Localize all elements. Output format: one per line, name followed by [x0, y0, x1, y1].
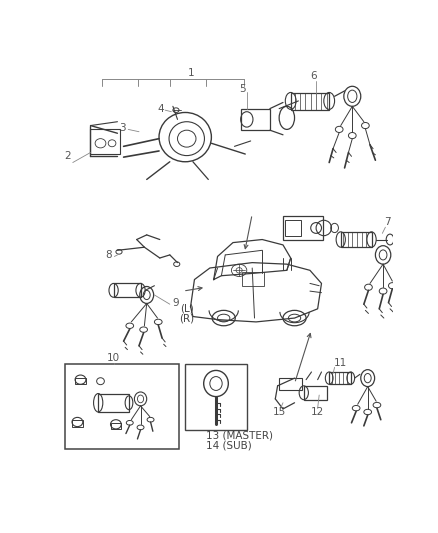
Text: 4: 4: [157, 103, 164, 114]
Bar: [185, 364, 247, 430]
Bar: [341, 232, 371, 247]
Bar: [110, 423, 121, 429]
Text: 6: 6: [311, 70, 317, 80]
Bar: [279, 378, 302, 390]
Text: 15: 15: [272, 407, 286, 417]
Text: 11: 11: [334, 358, 347, 368]
Text: 10: 10: [107, 353, 120, 363]
Text: 14 (SUB): 14 (SUB): [206, 440, 252, 450]
Text: 5: 5: [240, 84, 246, 94]
Text: 3: 3: [120, 123, 126, 133]
Text: 1: 1: [188, 68, 194, 78]
Bar: [75, 378, 86, 384]
Bar: [98, 393, 129, 412]
Bar: [113, 284, 141, 297]
Text: 8: 8: [105, 250, 112, 260]
Text: 12: 12: [311, 407, 324, 417]
Bar: [285, 220, 301, 237]
Bar: [291, 93, 329, 110]
Text: (L): (L): [180, 304, 194, 314]
Text: 13 (MASTER): 13 (MASTER): [206, 431, 273, 441]
Bar: [240, 109, 270, 130]
Text: 9: 9: [172, 297, 179, 308]
Bar: [72, 421, 83, 426]
Bar: [283, 216, 323, 239]
Bar: [242, 272, 264, 286]
Text: (R): (R): [179, 313, 194, 323]
Bar: [65, 364, 179, 449]
Text: 2: 2: [64, 151, 71, 161]
Bar: [329, 372, 351, 384]
Text: 7: 7: [384, 217, 390, 227]
Bar: [304, 386, 327, 400]
Bar: [91, 130, 120, 154]
